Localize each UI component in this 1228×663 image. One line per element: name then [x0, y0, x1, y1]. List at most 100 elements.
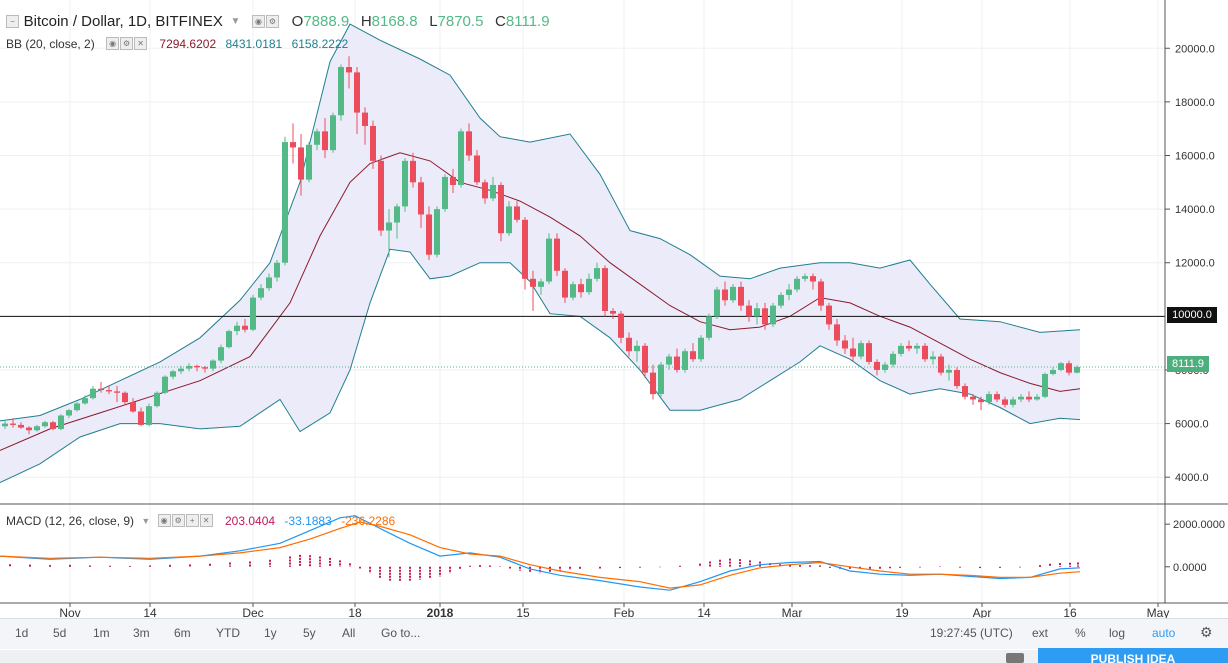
remove-icon[interactable]: ✕ [199, 514, 213, 528]
camera-icon[interactable] [1006, 653, 1024, 663]
candle-body [514, 206, 520, 220]
symbol-legend: − Bitcoin / Dollar, 1D, BITFINEX ▼ ◉ ⚙ O7… [6, 13, 550, 30]
candle-body [594, 268, 600, 279]
candle-body [418, 182, 424, 215]
timeframe-ytd[interactable]: YTD [216, 626, 240, 640]
candle-body [698, 337, 704, 360]
settings-icon[interactable]: ⚙ [266, 15, 280, 29]
timeframe-5y[interactable]: 5y [303, 626, 316, 640]
time-tick-label: Apr [973, 606, 992, 620]
bb-label: BB (20, close, 2) [6, 36, 95, 51]
auto-toggle[interactable]: auto [1152, 626, 1176, 640]
bottom-toolbar: 1d 5d 1m 3m 6m YTD 1y 5y All Go to... 19… [0, 618, 1228, 649]
chevron-down-icon[interactable]: ▼ [230, 16, 241, 28]
candle-body [962, 386, 968, 397]
time-tick-label: Feb [614, 606, 635, 620]
vertical-grid [69, 0, 1159, 603]
eye-icon[interactable]: ◉ [157, 514, 171, 528]
candle-body [258, 288, 264, 298]
timeframe-6m[interactable]: 6m [174, 626, 191, 640]
timeframe-1m[interactable]: 1m [93, 626, 110, 640]
chevron-down-icon[interactable]: ▼ [141, 515, 151, 526]
collapse-icon[interactable]: − [6, 15, 19, 29]
time-tick-label: 14 [143, 606, 157, 620]
candle-body [570, 284, 576, 298]
bollinger-fill [0, 24, 1080, 483]
candle-body [682, 351, 688, 370]
candle-body [1010, 399, 1016, 405]
eye-icon[interactable]: ◉ [252, 15, 266, 29]
timeframe-1d[interactable]: 1d [15, 626, 29, 640]
candle-body [306, 144, 312, 180]
candle-body [546, 238, 552, 282]
publish-idea-button[interactable]: PUBLISH IDEA [1038, 648, 1228, 663]
candle-body [194, 365, 200, 368]
settings-icon[interactable]: ⚙ [120, 37, 134, 51]
bollinger-lower-line [0, 248, 1081, 484]
candle-body [226, 331, 232, 348]
remove-icon[interactable]: ✕ [134, 37, 148, 51]
candle-body [354, 72, 360, 113]
time-tick-label: 14 [697, 606, 711, 620]
macd-tick-label: 0.0000 [1173, 562, 1207, 574]
time-tick-label: 18 [348, 606, 362, 620]
timeframe-all[interactable]: All [342, 626, 356, 640]
candle-body [938, 356, 944, 373]
candle-body [450, 176, 456, 185]
candle-body [154, 392, 160, 407]
candle-body [882, 364, 888, 370]
candle-body [666, 356, 672, 365]
candle-body [602, 268, 608, 311]
candle-body [890, 353, 896, 365]
settings-icon[interactable]: ⚙ [1200, 624, 1213, 640]
candle-body [506, 206, 512, 234]
close-value: 8111.9 [505, 13, 550, 31]
log-toggle[interactable]: log [1109, 626, 1126, 640]
candle-body [250, 297, 256, 330]
level-badge: 10000.0 [1167, 307, 1217, 323]
close-label: C [495, 13, 506, 31]
candle-body [162, 376, 168, 393]
candle-body [1018, 396, 1024, 400]
candle-body [442, 176, 448, 210]
candle-body [378, 160, 384, 231]
candle-body [2, 423, 8, 427]
candle-body [82, 398, 88, 404]
eye-icon[interactable]: ◉ [106, 37, 120, 51]
candle-body [986, 394, 992, 403]
candle-body [498, 184, 504, 234]
add-icon[interactable]: + [185, 514, 199, 528]
candle-body [402, 160, 408, 207]
timeframe-1y[interactable]: 1y [264, 626, 277, 640]
candle-body [314, 131, 320, 145]
candle-body [338, 67, 344, 116]
candle-body [954, 369, 960, 387]
macd-hist-value: 203.0404 [225, 513, 276, 528]
candle-body [26, 427, 32, 431]
settings-icon[interactable]: ⚙ [171, 514, 185, 528]
candle-body [746, 305, 752, 317]
bottom-tab-strip [0, 650, 1228, 663]
candle-body [562, 270, 568, 298]
time-tick-label: Nov [59, 606, 80, 620]
candle-body [186, 365, 192, 369]
timeframe-3m[interactable]: 3m [133, 626, 150, 640]
goto-button[interactable]: Go to... [381, 626, 421, 640]
macd-histogram [9, 554, 1079, 582]
last-price-badge: 8111.9 [1167, 356, 1209, 372]
candle-body [754, 308, 760, 317]
clock-readout[interactable]: 19:27:45 (UTC) [930, 626, 1013, 640]
candle-body [1050, 369, 1056, 374]
candle-body [642, 345, 648, 373]
candle-body [114, 391, 120, 393]
timeframe-5d[interactable]: 5d [53, 626, 67, 640]
candle-body [1042, 373, 1048, 397]
candle-body [170, 371, 176, 377]
percent-toggle[interactable]: % [1075, 626, 1086, 640]
price-tick-label: 14000.0 [1175, 204, 1215, 216]
candle-body [554, 238, 560, 271]
candle-body [370, 126, 376, 161]
ext-toggle[interactable]: ext [1032, 626, 1049, 640]
bollinger-basis-line [0, 152, 1081, 451]
